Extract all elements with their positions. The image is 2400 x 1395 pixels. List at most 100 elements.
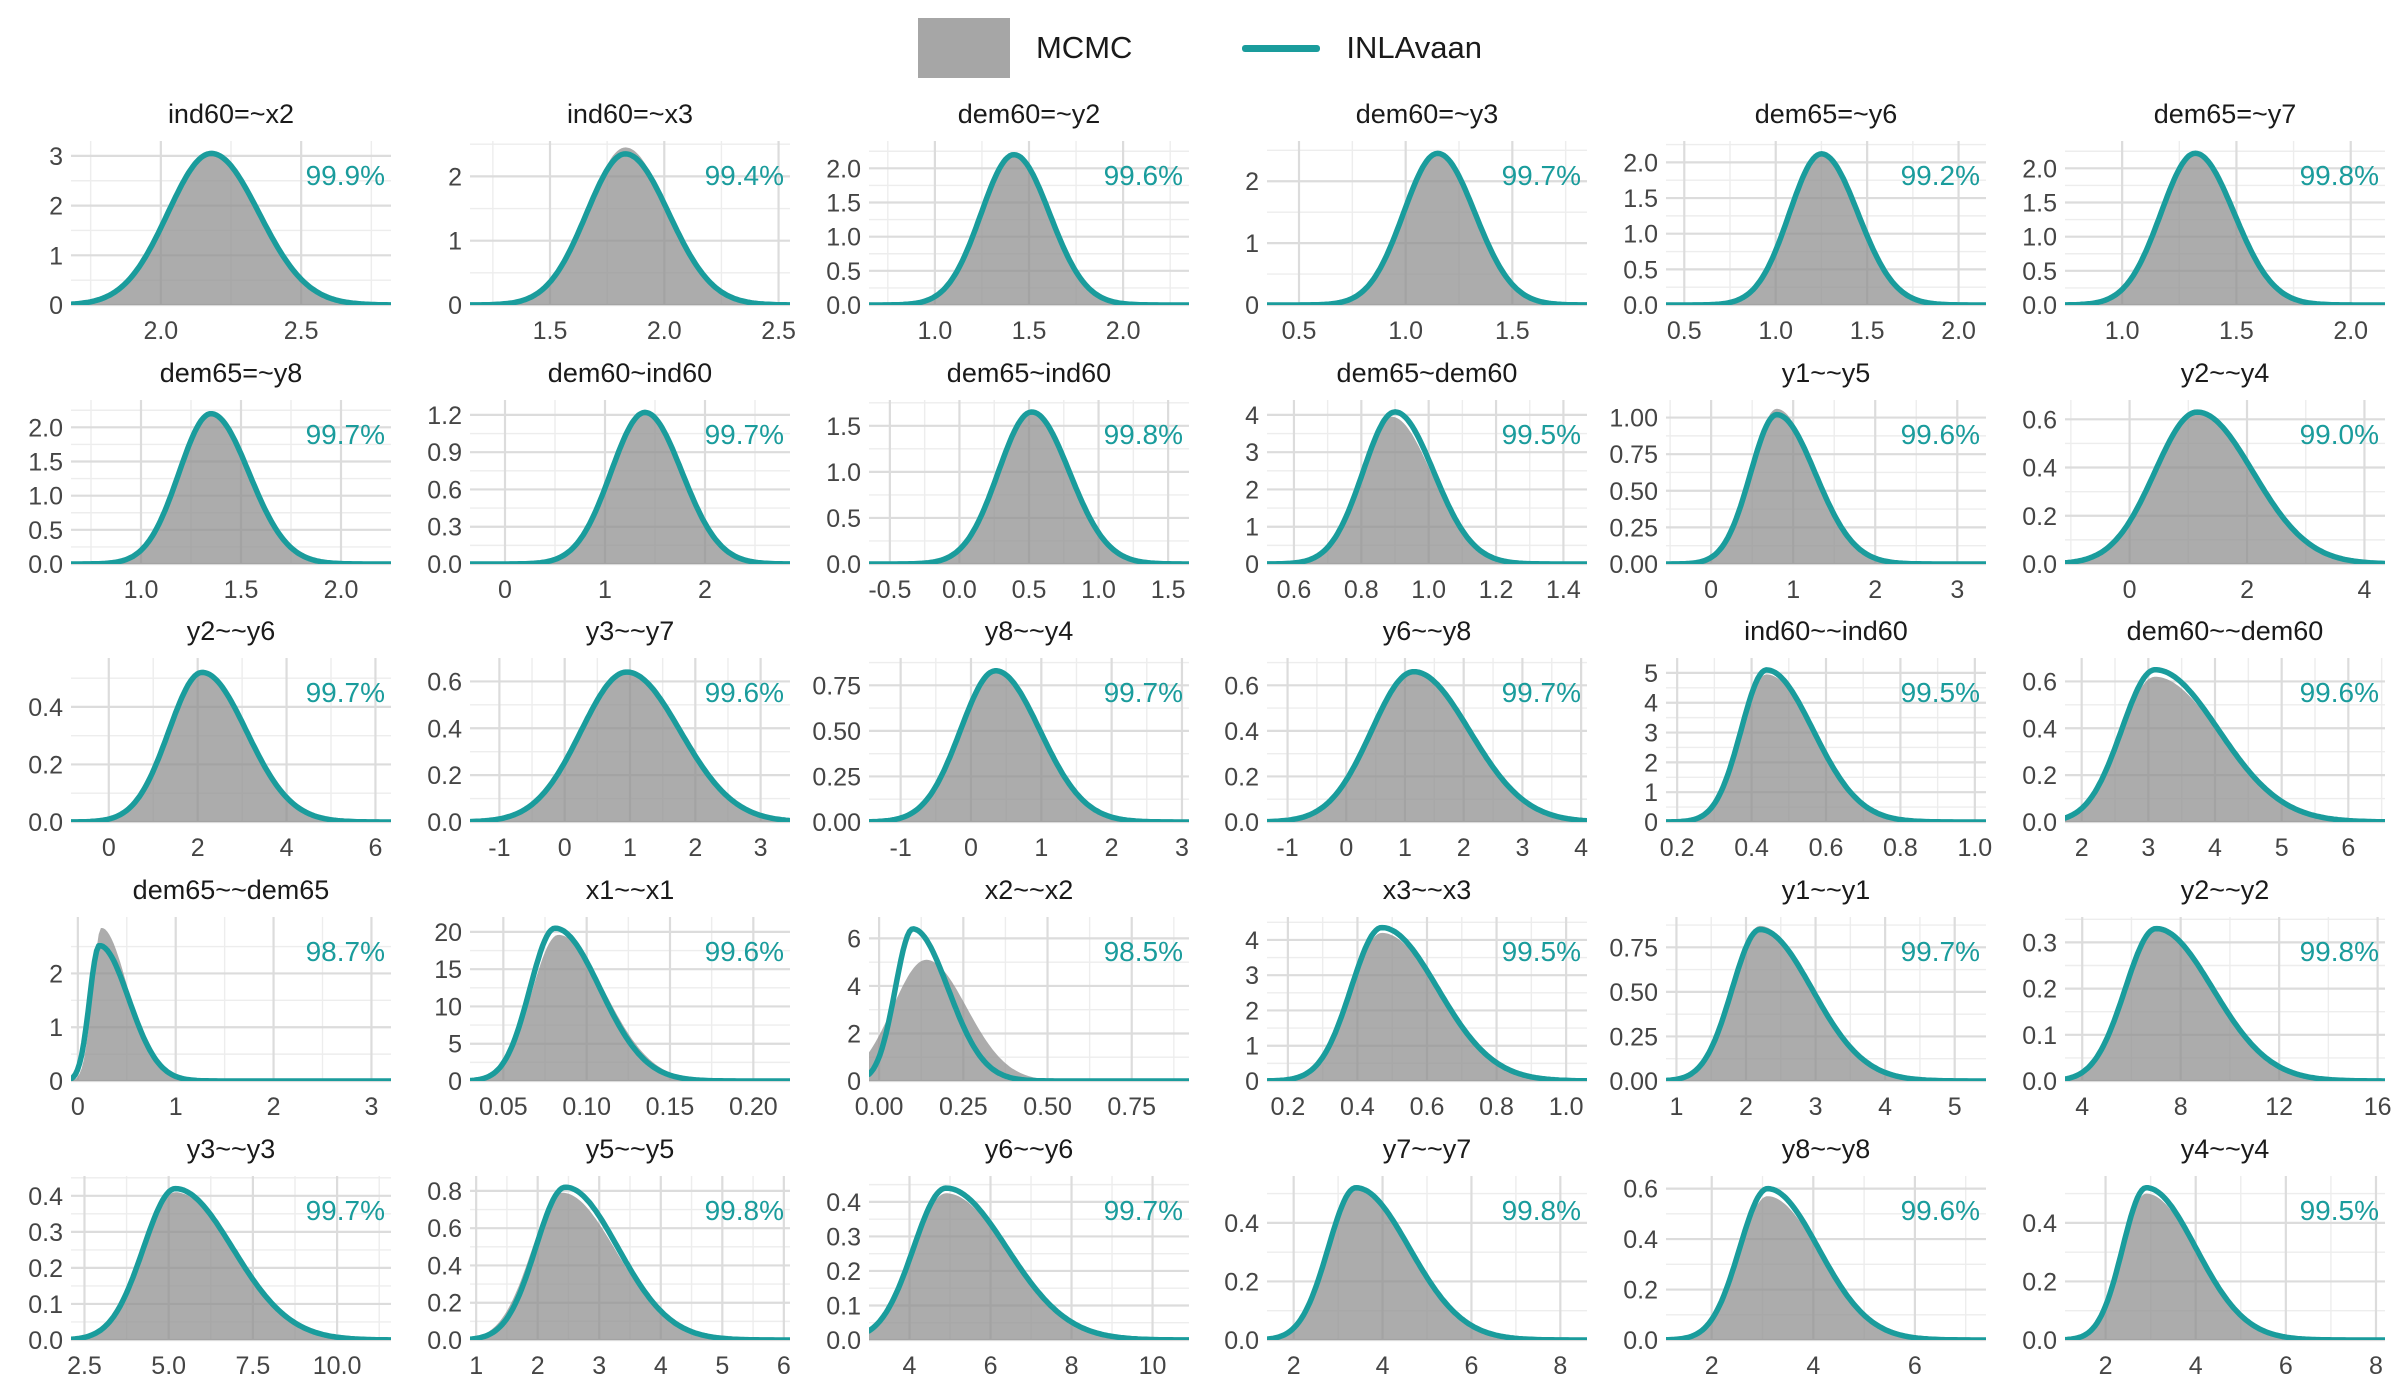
x-tick-label: 1 [1398, 834, 1412, 862]
legend-label-mcmc: MCMC [1035, 30, 1133, 65]
y-tick-label: 0.5 [1623, 257, 1658, 285]
inlavaan-density-line [71, 150, 392, 306]
y-tick-label: 0.0 [2022, 809, 2057, 837]
y-tick-label: 1 [1245, 514, 1259, 542]
x-tick-label: 0.6 [1277, 576, 1312, 604]
x-tick-label: 0.0 [942, 576, 977, 604]
x-tick-label: 10 [1138, 1352, 1166, 1380]
x-tick-label: 1 [469, 1352, 483, 1380]
mcmc-density-fill [2064, 677, 2385, 823]
density-panel-dem60-y2: dem60=~y2 99.6% 0.0 0.5 1.0 1.5 2.0 1.0 1.5 2.0 [801, 96, 1200, 355]
density-panel-dem65-y8: dem65=~y8 99.7% 0.0 0.5 1.0 1.5 2.0 1.0 1.5 2.0 [4, 355, 403, 614]
y-tick-label: 3 [1245, 962, 1259, 990]
x-tick-label: 0.6 [1410, 1093, 1445, 1121]
x-tick-label: 8 [1064, 1352, 1078, 1380]
y-tick-label: 0.00 [1609, 551, 1658, 579]
coverage-label: 99.8% [2299, 936, 2378, 967]
x-tick-label: -0.5 [868, 576, 911, 604]
x-tick-label: 1.0 [1389, 317, 1424, 345]
x-tick-label: 0 [1340, 834, 1354, 862]
x-tick-label: 0 [558, 834, 572, 862]
density-panel-y4-y4: y4~~y4 99.5% 0.0 0.2 0.4 2 4 6 8 [1997, 1130, 2396, 1389]
coverage-label: 99.7% [306, 419, 385, 450]
x-tick-label: 6 [983, 1352, 997, 1380]
y-tick-label: 0.0 [826, 551, 861, 579]
y-tick-label: 15 [434, 956, 462, 984]
y-tick-label: 0.0 [2022, 551, 2057, 579]
inlavaan-density-line [2064, 925, 2385, 1082]
panel-title: y2~~y4 [2180, 358, 2269, 388]
panel-title: dem60=~y3 [1356, 99, 1499, 129]
x-tick-label: 7.5 [236, 1352, 271, 1380]
y-tick-label: 6 [847, 925, 861, 953]
x-tick-label: 6 [369, 834, 383, 862]
y-tick-label: 10 [434, 994, 462, 1022]
mcmc-density-fill [1665, 674, 1986, 823]
y-tick-label: 1 [448, 228, 462, 256]
y-tick-label: 1.5 [2022, 190, 2057, 218]
panel-plot: dem65=~y7 99.8% 0.0 0.5 1.0 1.5 2.0 1.0 1.5 2.0 [2022, 99, 2385, 345]
y-tick-label: 5 [448, 1031, 462, 1059]
x-tick-label: 1.5 [1011, 317, 1046, 345]
x-tick-label: 3 [1809, 1093, 1823, 1121]
y-tick-label: 0.00 [812, 809, 861, 837]
x-tick-label: 2.0 [144, 317, 179, 345]
x-tick-label: 8 [2173, 1093, 2187, 1121]
y-tick-label: 0.4 [1225, 1210, 1260, 1238]
x-tick-label: 0.5 [1011, 576, 1046, 604]
panel-plot: dem65~~dem65 98.7% 0 1 2 0 1 2 3 [49, 875, 392, 1121]
y-tick-label: 0.0 [29, 809, 64, 837]
x-tick-label: 0.25 [939, 1093, 988, 1121]
density-panel-y3-y3: y3~~y3 99.7% 0.0 0.1 0.2 0.3 0.4 2.5 5.0 7.5 10.0 [4, 1130, 403, 1389]
y-tick-label: 0.2 [427, 763, 462, 791]
mcmc-density-fill [1665, 408, 1986, 564]
inlavaan-density-line [2064, 150, 2385, 306]
panel-plot: y2~~y6 99.7% 0.0 0.2 0.4 0 2 4 6 [29, 616, 392, 862]
coverage-label: 99.0% [2299, 419, 2378, 450]
x-tick-label: 2 [1104, 834, 1118, 862]
mcmc-density-fill [469, 1192, 790, 1340]
y-tick-label: 0.0 [826, 1327, 861, 1355]
coverage-label: 99.7% [306, 677, 385, 708]
x-tick-label: 1.0 [1758, 317, 1793, 345]
panel-title: x1~~x1 [586, 875, 675, 905]
mcmc-density-fill [868, 671, 1189, 823]
panel-title: y8~~y8 [1782, 1134, 1871, 1164]
panel-plot: y2~~y4 99.0% 0.0 0.2 0.4 0.6 0 2 4 [2022, 358, 2385, 604]
y-tick-label: 0.2 [2022, 503, 2057, 531]
y-tick-label: 0.0 [427, 809, 462, 837]
panel-title: dem60=~y2 [957, 99, 1100, 129]
y-tick-label: 0.4 [2022, 716, 2057, 744]
mcmc-density-fill [1267, 932, 1588, 1082]
y-tick-label: 0.25 [1609, 1024, 1658, 1052]
coverage-label: 99.5% [1901, 677, 1980, 708]
inlavaan-density-line [469, 151, 790, 306]
x-tick-label: 1 [169, 1093, 183, 1121]
inlavaan-density-line [1267, 669, 1588, 823]
panel-plot: y8~~y4 99.7% 0.00 0.25 0.50 0.75 -1 0 1 2 3 [812, 616, 1189, 862]
coverage-label: 99.8% [1502, 1195, 1581, 1226]
y-tick-label: 1 [49, 243, 63, 271]
x-tick-label: 0.00 [854, 1093, 903, 1121]
legend-item-inlavaan: INLAvaan [1242, 30, 1482, 66]
y-tick-label: 0.75 [1609, 441, 1658, 469]
coverage-label: 99.8% [705, 1195, 784, 1226]
y-tick-label: 0 [448, 292, 462, 320]
y-tick-label: 0.1 [2022, 1022, 2057, 1050]
coverage-label: 99.6% [1103, 160, 1182, 191]
y-tick-label: 1.2 [427, 402, 462, 430]
y-tick-label: 1.0 [826, 459, 861, 487]
panel-plot: y3~~y3 99.7% 0.0 0.1 0.2 0.3 0.4 2.5 5.0 7.5 10.0 [29, 1134, 392, 1380]
y-tick-label: 0.6 [1623, 1175, 1658, 1203]
density-panel-dem65-y7: dem65=~y7 99.8% 0.0 0.5 1.0 1.5 2.0 1.0 1.5 2.0 [1997, 96, 2396, 355]
inlavaan-density-line [868, 926, 1189, 1082]
density-panel-ind60-x3: ind60=~x3 99.4% 0 1 2 1.5 2.0 2.5 [403, 96, 802, 355]
x-tick-label: 2 [2074, 834, 2088, 862]
x-tick-label: 5.0 [152, 1352, 187, 1380]
panel-title: y8~~y4 [984, 616, 1073, 646]
x-tick-label: 8 [2369, 1352, 2383, 1380]
y-tick-label: 0.75 [1609, 934, 1658, 962]
y-tick-label: 0.25 [812, 764, 861, 792]
y-tick-label: 1 [49, 1014, 63, 1042]
y-tick-label: 2.0 [1623, 150, 1658, 178]
